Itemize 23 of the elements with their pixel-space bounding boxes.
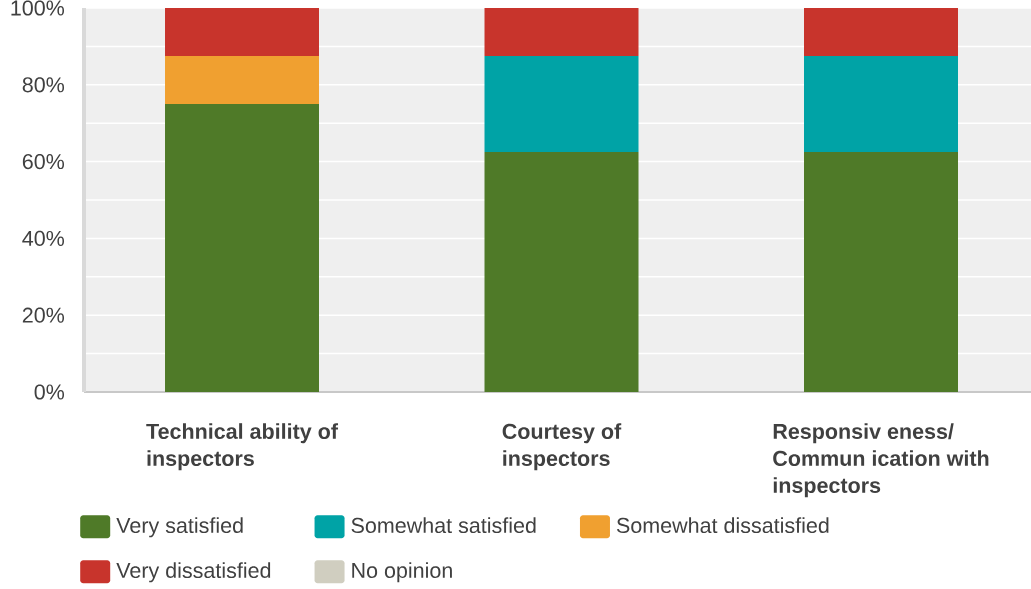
x-tick-label: Responsiv eness/ Commun ication with inspectors xyxy=(773,423,989,498)
bar xyxy=(165,55,320,104)
bar xyxy=(804,7,958,56)
y-tick-label: 100% xyxy=(11,0,65,16)
legend-label: Very dissatisfied xyxy=(116,562,271,583)
x-tick-label: Courtesy of inspectors xyxy=(502,423,622,471)
bar xyxy=(165,7,320,56)
legend-label: Very satisfied xyxy=(116,517,243,538)
legend-label: No opinion xyxy=(352,562,452,583)
bar xyxy=(484,151,639,392)
y-tick-label: 40% xyxy=(22,230,65,246)
legend-label: Somewhat dissatisfied xyxy=(616,517,829,534)
y-tick-label: 20% xyxy=(22,307,65,323)
bar xyxy=(804,55,958,152)
bar xyxy=(484,55,639,152)
x-tick-label: Technical ability of inspectors xyxy=(146,423,339,471)
y-tick-label: 60% xyxy=(22,153,65,170)
bar xyxy=(804,151,958,392)
y-tick-label: 80% xyxy=(22,77,65,93)
bar xyxy=(484,7,639,56)
legend-label: Somewhat satisfied xyxy=(351,517,536,534)
y-tick-label: 0% xyxy=(34,384,65,400)
bar xyxy=(165,104,320,392)
